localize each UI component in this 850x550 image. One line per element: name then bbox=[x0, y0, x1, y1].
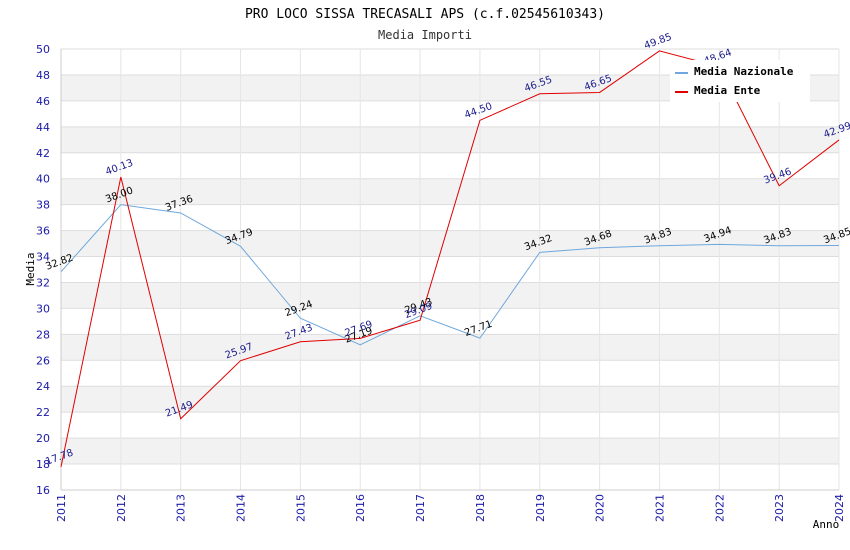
y-tick-label: 42 bbox=[36, 147, 50, 160]
y-tick-label: 40 bbox=[36, 173, 50, 186]
y-tick-label: 20 bbox=[36, 432, 50, 445]
y-tick-label: 30 bbox=[36, 302, 50, 315]
y-tick-label: 48 bbox=[36, 69, 50, 82]
x-tick-label: 2019 bbox=[534, 494, 547, 522]
y-tick-label: 24 bbox=[36, 380, 50, 393]
legend: Media Nazionale Media Ente bbox=[670, 60, 810, 102]
x-tick-label: 2017 bbox=[414, 494, 427, 522]
x-tick-label: 2022 bbox=[713, 494, 726, 522]
chart-title: PRO LOCO SISSA TRECASALI APS (c.f.025456… bbox=[245, 7, 605, 22]
x-tick-label: 2011 bbox=[55, 494, 68, 522]
y-tick-label: 34 bbox=[36, 251, 50, 264]
x-tick-label: 2012 bbox=[115, 494, 128, 522]
grid-band bbox=[61, 334, 839, 361]
grid-band bbox=[61, 126, 839, 153]
x-tick-label: 2013 bbox=[175, 494, 188, 522]
data-label-ente: 44.50 bbox=[463, 101, 494, 121]
grid-band bbox=[61, 230, 839, 257]
y-tick-label: 36 bbox=[36, 225, 50, 238]
grid-band bbox=[61, 282, 839, 309]
grid-band bbox=[61, 438, 839, 465]
y-axis-label: Media bbox=[24, 252, 37, 285]
legend-label-nazionale: Media Nazionale bbox=[694, 65, 794, 78]
x-axis-ticks: 2011 2012 2013 2014 2015 2016 2017 2018 2019 2020… bbox=[55, 494, 846, 522]
chart-subtitle: Media Importi bbox=[378, 28, 472, 42]
x-tick-label: 2014 bbox=[235, 494, 248, 522]
y-tick-label: 32 bbox=[36, 276, 50, 289]
y-tick-label: 18 bbox=[36, 458, 50, 471]
data-label-ente: 40.13 bbox=[104, 158, 135, 178]
y-tick-label: 26 bbox=[36, 354, 50, 367]
x-tick-label: 2015 bbox=[294, 494, 307, 522]
legend-label-ente: Media Ente bbox=[694, 84, 761, 97]
y-tick-label: 50 bbox=[36, 43, 50, 56]
x-axis-label: Anno bbox=[813, 518, 840, 531]
y-axis-ticks: 16 18 20 22 24 26 28 30 32 34 36 38 40 42 44 46 48 50 bbox=[36, 43, 50, 497]
y-tick-label: 28 bbox=[36, 328, 50, 341]
x-tick-label: 2021 bbox=[653, 494, 666, 522]
y-tick-label: 46 bbox=[36, 95, 50, 108]
data-label-ente: 17.78 bbox=[44, 448, 75, 468]
grid-bands bbox=[60, 48, 840, 491]
y-tick-label: 16 bbox=[36, 484, 50, 497]
y-tick-label: 22 bbox=[36, 406, 50, 419]
legend-box bbox=[670, 60, 810, 102]
x-tick-label: 2023 bbox=[773, 494, 786, 522]
x-tick-label: 2016 bbox=[354, 494, 367, 522]
grid-band bbox=[61, 386, 839, 413]
y-tick-label: 38 bbox=[36, 199, 50, 212]
x-tick-label: 2024 bbox=[833, 494, 846, 522]
grid-band bbox=[61, 178, 839, 205]
y-tick-label: 44 bbox=[36, 121, 50, 134]
axes bbox=[60, 49, 839, 491]
x-tick-label: 2020 bbox=[594, 494, 607, 522]
series-line-media-nazionale bbox=[60, 204, 840, 346]
x-tick-label: 2018 bbox=[474, 494, 487, 522]
